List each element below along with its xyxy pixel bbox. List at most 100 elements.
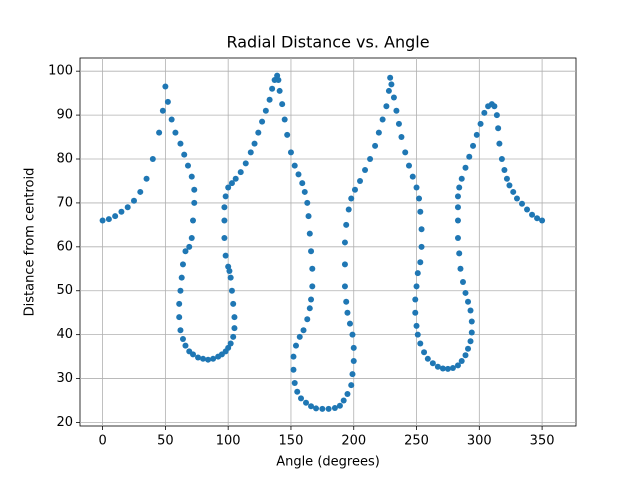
point [188,235,195,242]
point [367,156,374,163]
point [344,309,351,316]
point [178,274,185,281]
point [340,397,347,404]
point [465,345,472,352]
point [468,329,475,336]
point [424,355,431,362]
point [405,162,412,169]
point [221,217,228,224]
point [276,87,283,94]
point [390,94,397,101]
point [266,96,273,103]
point [417,208,424,215]
point [462,352,469,359]
point [301,188,308,195]
point [418,226,425,233]
y-tick-label: 90 [56,108,73,123]
point [164,98,171,105]
point [417,340,424,347]
point [225,344,232,351]
point [416,195,423,202]
point [375,129,382,136]
point [295,171,302,178]
point [105,216,112,223]
point [454,362,461,369]
point [313,405,320,412]
x-tick-label: 100 [216,434,241,449]
point [454,204,461,211]
point [468,318,475,325]
chart-title: Radial Distance vs. Angle [226,33,429,52]
point [385,87,392,94]
y-tick-label: 100 [48,64,73,79]
point [506,182,513,189]
point [232,175,239,182]
point [341,239,348,246]
point [247,149,254,156]
point [345,206,352,213]
point [172,129,179,136]
point [350,344,357,351]
point [177,140,184,147]
y-tick-label: 20 [56,415,73,430]
point [251,140,258,147]
point [412,296,419,303]
point [439,365,446,372]
point [398,134,405,141]
point [462,289,469,296]
point [456,184,463,191]
plot-frame [79,57,577,427]
x-tick-label: 350 [530,434,555,449]
point [281,116,288,123]
point [298,395,305,402]
y-tick-label: 50 [56,283,73,298]
point [186,243,193,250]
point [190,217,197,224]
point [231,325,238,332]
x-tick-label: 300 [467,434,492,449]
point [513,195,520,202]
point [237,169,244,176]
point [379,116,386,123]
point [348,382,355,389]
point [344,390,351,397]
point [395,120,402,127]
point [182,342,189,349]
point [319,405,326,412]
point [227,340,234,347]
point [275,76,282,83]
point [454,235,461,242]
point [481,109,488,116]
y-tick-label: 80 [56,152,73,167]
point [259,118,266,125]
point [412,309,419,316]
point [421,349,428,356]
point [429,360,436,367]
point [205,356,212,363]
point [467,338,474,345]
point [177,327,184,334]
point [156,129,163,136]
point [177,287,184,294]
point [343,298,350,305]
point [387,74,394,81]
point [228,287,235,294]
point [393,107,400,114]
point [221,235,228,242]
point [179,336,186,343]
point [341,283,348,290]
point [470,142,477,149]
point [291,162,298,169]
x-tick-label: 250 [404,434,429,449]
point [414,270,421,277]
point [190,351,197,358]
point [534,215,541,222]
point [228,180,235,187]
point [473,131,480,138]
point [349,331,356,338]
x-tick-label: 0 [98,434,106,449]
point [498,156,505,163]
point [388,81,395,88]
point [467,307,474,314]
point [444,365,451,372]
